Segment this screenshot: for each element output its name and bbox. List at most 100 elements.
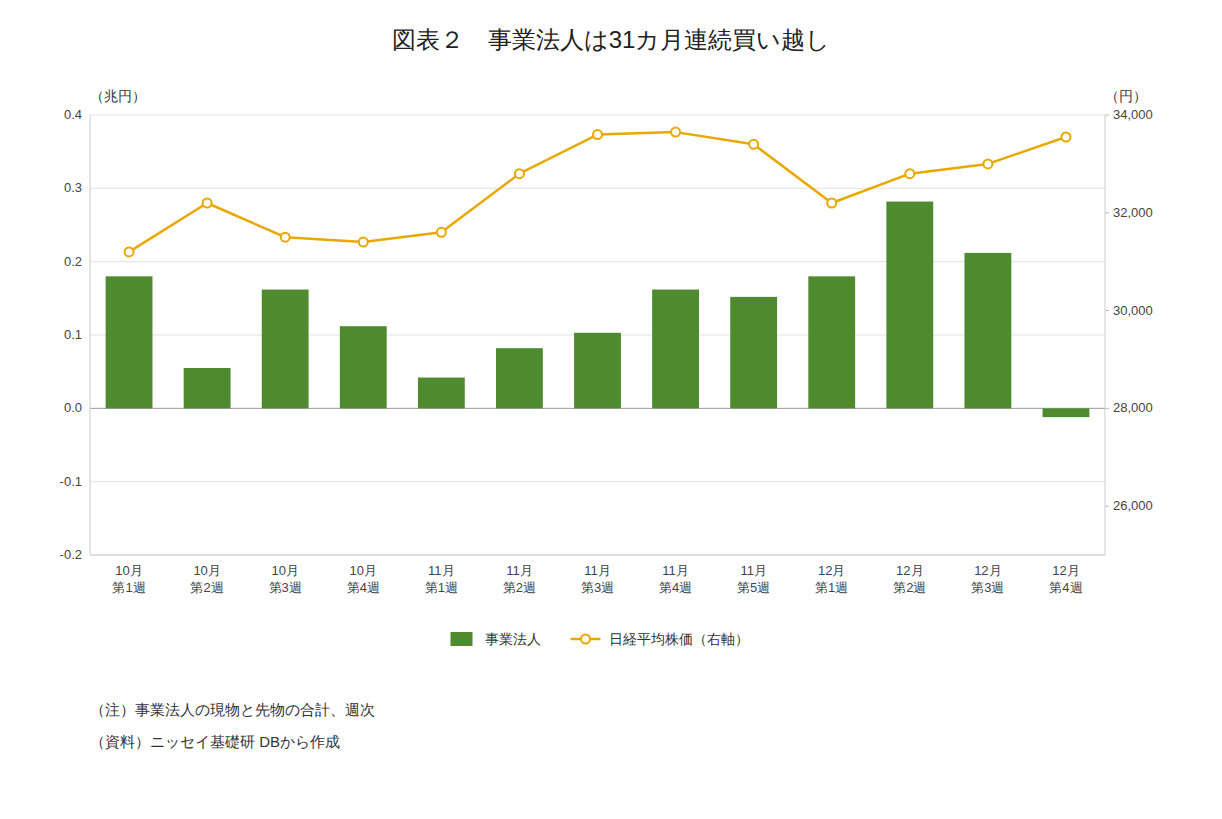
y2-axis-label: （円） — [1105, 88, 1147, 104]
y-tick-label: 0.1 — [64, 327, 82, 342]
x-tick-label-line: 第1週 — [425, 580, 458, 595]
x-tick-label-line: 12月 — [974, 563, 1001, 578]
line-marker — [593, 130, 602, 139]
line-marker — [203, 199, 212, 208]
legend-label: 事業法人 — [485, 631, 541, 647]
line-marker — [827, 199, 836, 208]
grid — [90, 115, 1105, 555]
x-tick-label-line: 第2週 — [190, 580, 223, 595]
bar — [730, 297, 777, 408]
line-marker — [671, 128, 680, 137]
x-tick-label: 10月第1週 — [112, 563, 145, 595]
line-marker — [515, 169, 524, 178]
chart: 図表２ 事業法人は31カ月連続買い越し （兆円） （円） -0.2 -0.1 0.0 0.1… — [0, 0, 1222, 819]
grid-line — [90, 481, 1105, 482]
x-tick-label-line: 第4週 — [659, 580, 692, 595]
y2-tick — [1105, 506, 1109, 507]
y2-tick-label: 26,000 — [1113, 498, 1153, 513]
x-tick-label: 11月第5週 — [737, 563, 770, 595]
x-tick-label: 12月第2週 — [893, 563, 926, 595]
y-tick-label: 0.4 — [64, 107, 82, 122]
background — [0, 0, 1222, 819]
x-tick-label: 12月第1週 — [815, 563, 848, 595]
bars — [106, 202, 1090, 418]
x-tick-label-line: 12月 — [896, 563, 923, 578]
bar — [496, 348, 543, 408]
line-marker — [983, 159, 992, 168]
note: （資料）ニッセイ基礎研 DBから作成 — [90, 733, 340, 750]
x-tick-label: 11月第4週 — [659, 563, 692, 595]
bar — [340, 326, 387, 408]
y-tick-label: 0.3 — [64, 180, 82, 195]
grid-line — [90, 555, 1105, 556]
grid-line — [90, 188, 1105, 189]
x-tick-label-line: 11月 — [740, 563, 767, 578]
legend: 事業法人 日経平均株価（右軸） — [451, 631, 749, 647]
title: 図表２ 事業法人は31カ月連続買い越し — [392, 26, 831, 53]
x-tick-label-line: 12月 — [818, 563, 845, 578]
y2-tick — [1105, 408, 1109, 409]
x-tick-label-line: 第4週 — [1049, 580, 1082, 595]
x-tick-label: 12月第3週 — [971, 563, 1004, 595]
x-tick-label: 10月第3週 — [269, 563, 302, 595]
bar — [418, 378, 465, 409]
y2-tick-label: 28,000 — [1113, 400, 1153, 415]
bar — [1043, 408, 1090, 417]
bar — [964, 253, 1011, 408]
x-tick-label: 12月第4週 — [1049, 563, 1082, 595]
y-tick-label: 0.0 — [64, 400, 82, 415]
bar — [262, 290, 309, 409]
x-tick-label-line: 12月 — [1052, 563, 1079, 578]
x-tick-label-line: 10月 — [350, 563, 377, 578]
line-marker — [905, 169, 914, 178]
x-tick-label: 10月第4週 — [347, 563, 380, 595]
y2-tick — [1105, 310, 1109, 311]
y-axis-line — [90, 115, 91, 555]
y-axis-label: （兆円） — [90, 88, 146, 104]
y2-tick-label: 30,000 — [1113, 303, 1153, 318]
line-marker — [125, 247, 134, 256]
x-tick-label-line: 10月 — [271, 563, 298, 578]
legend-label: 日経平均株価（右軸） — [609, 631, 749, 647]
x-tick-label-line: 第3週 — [269, 580, 302, 595]
x-tick-label-line: 11月 — [584, 563, 611, 578]
line-marker — [749, 140, 758, 149]
grid-line — [90, 261, 1105, 262]
x-tick-label-line: 11月 — [662, 563, 689, 578]
y2-axis-line — [1105, 115, 1106, 555]
y2-tick-label: 32,000 — [1113, 205, 1153, 220]
note: （注）事業法人の現物と先物の合計、週次 — [90, 701, 375, 718]
x-tick-label-line: 第2週 — [503, 580, 536, 595]
line-series — [125, 128, 1071, 257]
x-tick-label-line: 第3週 — [581, 580, 614, 595]
bar — [184, 368, 231, 408]
x-tick-label: 11月第2週 — [503, 563, 536, 595]
x-tick-label-line: 第1週 — [112, 580, 145, 595]
line-marker — [359, 238, 368, 247]
x-axis-line — [90, 555, 1105, 556]
x-tick-label-line: 第4週 — [347, 580, 380, 595]
x-tick-label-line: 11月 — [506, 563, 533, 578]
legend-swatch — [451, 632, 473, 646]
grid-line — [90, 115, 1105, 116]
x-tick-label: 11月第1週 — [425, 563, 458, 595]
line-marker — [1061, 133, 1070, 142]
x-tick-label-line: 11月 — [428, 563, 455, 578]
bar — [886, 202, 933, 409]
bar — [808, 276, 855, 408]
x-tick-label: 10月第2週 — [190, 563, 223, 595]
line-marker — [281, 233, 290, 242]
y-tick-label: -0.1 — [60, 474, 82, 489]
legend-marker — [581, 635, 590, 644]
line-marker — [437, 228, 446, 237]
x-tick-label-line: 第1週 — [815, 580, 848, 595]
y-tick-label: -0.2 — [60, 547, 82, 562]
y2-tick — [1105, 212, 1109, 213]
y2-tick — [1105, 115, 1109, 116]
bar — [106, 276, 153, 408]
x-tick-label-line: 第2週 — [893, 580, 926, 595]
y2-tick-label: 34,000 — [1113, 107, 1153, 122]
x-tick-label-line: 10月 — [115, 563, 142, 578]
x-tick-label-line: 第5週 — [737, 580, 770, 595]
y-tick-label: 0.2 — [64, 254, 82, 269]
